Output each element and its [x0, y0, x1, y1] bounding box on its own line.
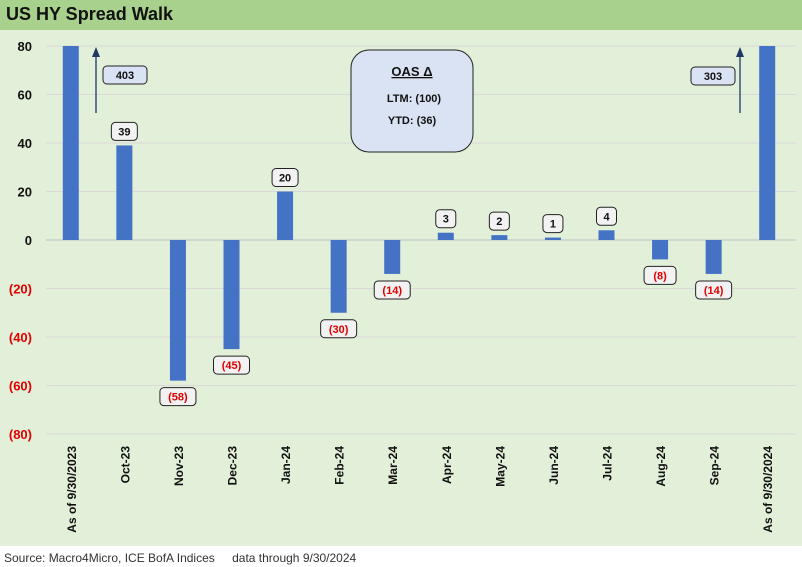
data-label: (30)	[329, 324, 349, 336]
source-note: Source: Macro4Micro, ICE BofA Indices da…	[4, 551, 370, 565]
data-label-box	[542, 214, 564, 234]
data-label-box	[596, 206, 617, 226]
category-label: Nov-23	[172, 446, 186, 486]
bar	[277, 191, 294, 240]
bar	[705, 240, 722, 274]
y-tick-label: (20)	[9, 282, 32, 297]
data-labels: 403 39 (58) (45) 20 (30) (14) 3 2 1 4 (8) (14) 303	[102, 65, 736, 407]
y-tick-label: (60)	[9, 379, 32, 394]
bar	[491, 235, 508, 240]
bar	[598, 230, 615, 240]
category-label: As of 9/30/2023	[65, 446, 79, 533]
title-bar: US HY Spread Walk	[0, 0, 802, 30]
chart-title: US HY Spread Walk	[6, 4, 174, 24]
y-tick-label: 80	[18, 39, 32, 54]
data-label: 303	[704, 71, 722, 83]
callout-box	[350, 49, 474, 153]
data-label-box	[690, 66, 736, 86]
callout-title: OAS Δ	[391, 64, 432, 79]
data-label: (45)	[222, 360, 242, 372]
data-label: 2	[496, 216, 502, 228]
data-label-box	[102, 65, 148, 85]
data-label-box	[320, 319, 358, 339]
y-tick-label: 20	[18, 185, 32, 200]
y-tick-label: (40)	[9, 330, 32, 345]
data-label: (58)	[168, 392, 188, 404]
overflow-arrow-head	[736, 47, 744, 57]
data-label: (14)	[382, 285, 402, 297]
data-label: 403	[116, 70, 134, 82]
bar	[544, 237, 561, 240]
category-label: May-24	[493, 446, 507, 487]
bar	[384, 240, 401, 274]
category-label: Jul-24	[601, 446, 615, 481]
category-label: Apr-24	[440, 446, 454, 484]
y-tick-label: (80)	[9, 427, 32, 442]
y-tick-label: 60	[18, 88, 32, 103]
category-label: Aug-24	[654, 446, 668, 487]
data-label: (8)	[653, 270, 667, 282]
category-label: Oct-23	[118, 446, 132, 484]
category-label: Sep-24	[708, 446, 722, 486]
data-label-box	[159, 387, 197, 407]
data-label-box	[110, 121, 138, 141]
data-label-box	[435, 209, 457, 229]
y-tick-label: 40	[18, 136, 32, 151]
data-label: (14)	[704, 285, 724, 297]
bar	[652, 240, 669, 260]
bar	[759, 46, 776, 240]
data-label: 4	[603, 211, 610, 223]
overflow-arrows	[92, 47, 744, 113]
data-label-box	[695, 280, 733, 300]
oas-callout: OAS Δ LTM: (100) YTD: (36)	[350, 49, 474, 153]
bar	[437, 232, 454, 240]
data-label-box	[643, 265, 677, 285]
bar	[62, 46, 79, 240]
data-label: 39	[118, 126, 130, 138]
data-label: 3	[443, 214, 449, 226]
data-through-text: data through 9/30/2024	[232, 551, 357, 565]
category-label: As of 9/30/2024	[761, 446, 775, 533]
category-label: Jun-24	[547, 446, 561, 485]
overflow-arrow-head	[92, 47, 100, 57]
bar	[116, 145, 133, 240]
data-label-box	[213, 355, 250, 375]
bars	[62, 46, 776, 381]
y-axis: 80 60 40 20 0 (20) (40) (60) (80)	[9, 39, 32, 442]
category-label: Mar-24	[386, 446, 400, 485]
category-label: Dec-23	[226, 446, 240, 486]
category-label: Jan-24	[279, 446, 293, 484]
category-label: Feb-24	[333, 446, 347, 485]
data-label-box	[271, 168, 299, 187]
data-label-box	[488, 211, 510, 231]
data-label-box	[373, 280, 411, 300]
bar	[330, 240, 347, 313]
bar	[169, 240, 186, 381]
data-label: 20	[279, 173, 291, 185]
bar	[223, 240, 240, 350]
source-text: Source: Macro4Micro, ICE BofA Indices	[4, 551, 215, 565]
y-tick-label: 0	[25, 233, 32, 248]
callout-ytd: YTD: (36)	[388, 115, 437, 127]
data-label: 1	[550, 219, 556, 231]
x-axis: As of 9/30/2023 Oct-23 Nov-23 Dec-23 Jan-24 F…	[65, 446, 775, 533]
callout-ltm: LTM: (100)	[387, 93, 442, 105]
